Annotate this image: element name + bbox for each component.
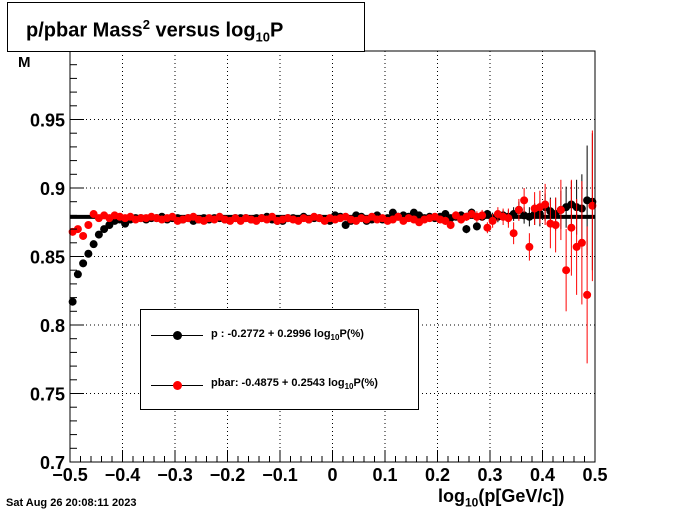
series-layer — [68, 130, 597, 364]
point-p — [94, 230, 103, 239]
point-pbar — [79, 231, 88, 240]
x-tick-label: 0.3 — [477, 465, 502, 485]
point-pbar — [446, 220, 455, 229]
point-pbar — [567, 223, 576, 232]
y-tick-label: 0.9 — [40, 179, 65, 199]
point-pbar — [551, 220, 560, 229]
chart-title-box: p/pbar Mass2 versus log10P — [7, 2, 365, 52]
axis-ticks: −0.5 −0.4 −0.3 −0.2 −0.1 0 0.1 0.2 0.3 0.4 0.5 0.7 0… — [30, 64, 608, 485]
point-pbar — [520, 196, 529, 205]
x-axis-label: log10(p[GeV/c]) — [438, 486, 565, 510]
x-tick-label: 0.5 — [582, 465, 607, 485]
point-pbar — [488, 216, 497, 225]
legend: p : -0.2772 + 0.2996 log10P(%) pbar: -0.… — [140, 309, 419, 410]
x-tick-label: 0.2 — [425, 465, 450, 485]
legend-marker-p — [173, 331, 182, 340]
point-p — [68, 297, 77, 306]
point-pbar — [525, 242, 534, 251]
x-tick-label: −0.3 — [157, 465, 193, 485]
y-axis-label: M — [18, 54, 31, 71]
point-p — [84, 249, 93, 258]
point-p — [472, 222, 481, 231]
point-pbar — [73, 225, 82, 234]
y-tick-label: 0.8 — [40, 316, 65, 336]
legend-marker-pbar — [173, 381, 182, 390]
x-tick-label: 0.4 — [530, 465, 555, 485]
point-p — [89, 240, 98, 249]
point-pbar — [556, 205, 565, 214]
timestamp: Sat Aug 26 20:08:11 2023 — [6, 497, 137, 509]
point-pbar — [577, 238, 586, 247]
point-pbar — [504, 214, 513, 223]
point-p — [462, 225, 471, 234]
x-tick-label: −0.4 — [105, 465, 141, 485]
x-tick-label: −0.2 — [210, 465, 246, 485]
grid — [70, 51, 595, 462]
x-tick-label: 0 — [327, 465, 337, 485]
point-pbar — [583, 290, 592, 299]
y-tick-label: 0.85 — [30, 248, 65, 268]
point-pbar — [483, 223, 492, 232]
legend-text-pbar: pbar: -0.4875 + 0.2543 log10P(%) — [211, 377, 378, 392]
point-p — [73, 270, 82, 279]
x-tick-label: −0.5 — [52, 465, 88, 485]
point-pbar — [514, 205, 523, 214]
point-pbar — [478, 211, 487, 220]
point-pbar — [541, 200, 550, 209]
point-pbar — [509, 229, 518, 238]
series-pbar — [68, 130, 597, 364]
y-tick-label: 0.7 — [40, 453, 65, 473]
y-tick-label: 0.95 — [30, 111, 65, 131]
point-pbar — [562, 266, 571, 275]
x-tick-label: −0.1 — [262, 465, 298, 485]
x-tick-label: 0.1 — [372, 465, 397, 485]
point-pbar — [84, 220, 93, 229]
point-pbar — [588, 201, 597, 210]
point-p — [79, 259, 88, 268]
legend-text-p: p : -0.2772 + 0.2996 log10P(%) — [211, 328, 364, 343]
y-tick-label: 0.75 — [30, 385, 65, 405]
chart-title: p/pbar Mass2 versus log10P — [26, 17, 284, 45]
